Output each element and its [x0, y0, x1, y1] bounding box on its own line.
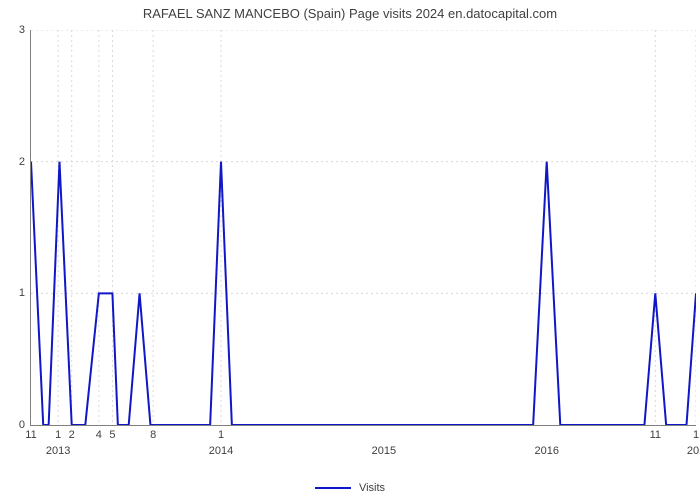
x-year-label: 2015 [372, 445, 396, 457]
x-month-tick-label: 2 [69, 425, 75, 441]
legend-swatch-icon [315, 487, 351, 489]
x-year-label: 2014 [209, 445, 233, 457]
y-tick-label: 3 [19, 24, 31, 36]
x-month-tick-label: 1 [218, 425, 224, 441]
x-month-tick-label: 11 [25, 425, 36, 441]
x-month-tick-label: 1 [693, 425, 699, 441]
x-year-label: 2013 [46, 445, 70, 457]
y-tick-label: 2 [19, 156, 31, 168]
x-month-tick-label: 1 [55, 425, 61, 441]
x-year-label: 2016 [534, 445, 558, 457]
x-month-tick-label: 4 [96, 425, 102, 441]
x-month-tick-label: 5 [109, 425, 115, 441]
series-line [31, 162, 696, 425]
legend-label: Visits [359, 482, 385, 494]
chart-title: RAFAEL SANZ MANCEBO (Spain) Page visits … [0, 6, 700, 21]
x-month-tick-label: 8 [150, 425, 156, 441]
x-month-tick-label: 11 [650, 425, 661, 441]
y-tick-label: 1 [19, 287, 31, 299]
chart-line-layer [31, 30, 696, 425]
plot-area: 0123111245811112013201420152016201 [30, 30, 696, 426]
chart-legend: Visits [0, 482, 700, 494]
x-year-label: 201 [687, 445, 700, 457]
chart-container: RAFAEL SANZ MANCEBO (Spain) Page visits … [0, 0, 700, 500]
